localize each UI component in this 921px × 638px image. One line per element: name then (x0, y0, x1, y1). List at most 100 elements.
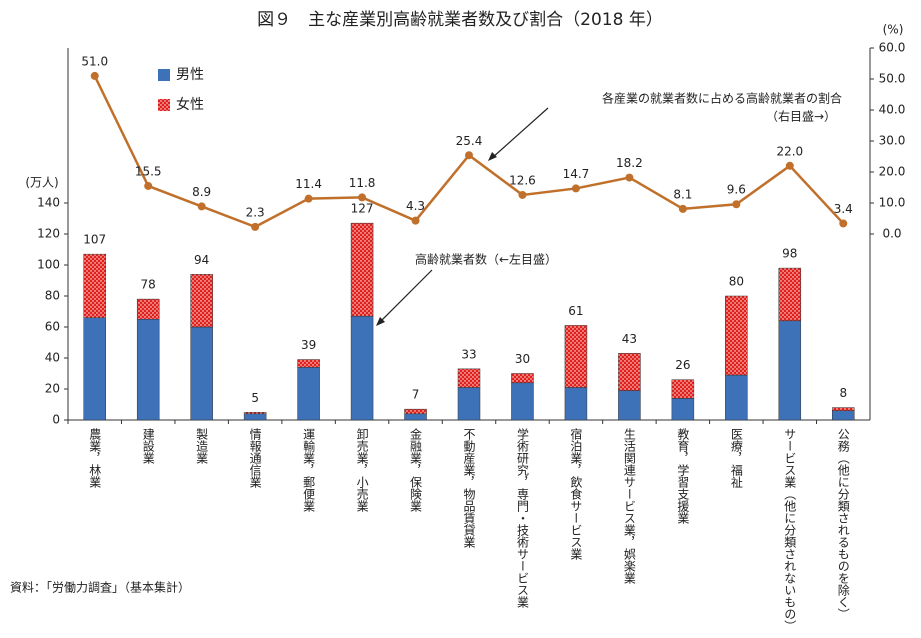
y-tick-label: 0 (52, 413, 60, 427)
total-label: 107 (83, 233, 106, 247)
bar (671, 379, 695, 399)
x-tick-label: 建設業 (141, 428, 155, 464)
bar (243, 412, 267, 415)
bar (136, 319, 160, 421)
x-tick-label: 学術研究，専門・技術サービス業 (515, 427, 529, 608)
line-point (304, 194, 313, 203)
bar (297, 359, 320, 368)
y2-tick-label: 60.0 (879, 41, 906, 55)
data-label: 14.7 (563, 167, 590, 181)
data-label: 8.9 (192, 185, 211, 199)
x-tick-label: 金融業，保険業 (409, 427, 423, 512)
y2-tick-label: 50.0 (879, 72, 906, 86)
legend-label: 女性 (176, 96, 204, 113)
bar (725, 295, 748, 376)
annotation: 各産業の就業者数に占める高齢就業者の割合 (602, 91, 842, 106)
total-label: 94 (194, 253, 209, 267)
annotation: 高齢就業者数（←左目盛） (415, 252, 557, 267)
data-label: 11.8 (349, 176, 376, 190)
data-label: 8.1 (673, 187, 692, 201)
x-tick-label: 宿泊業，飲食サービス業 (569, 427, 583, 560)
x-tick-label: 不動産業，物品賃貸業 (462, 428, 476, 548)
source: 資料：「労働力調査」（基本集計） (10, 580, 190, 595)
annotation: （右目盛→） (766, 109, 836, 124)
y2-axis-label: (%) (883, 23, 904, 37)
line-point (785, 161, 794, 170)
bar (778, 267, 802, 322)
bar (564, 325, 588, 388)
y2-tick-label: 0.0 (882, 227, 901, 241)
total-label: 78 (141, 278, 156, 292)
bar (725, 374, 748, 421)
total-label: 26 (675, 358, 690, 372)
bar (350, 222, 374, 317)
bar (832, 410, 855, 421)
y-tick-label: 60 (45, 320, 60, 334)
y2-tick-label: 20.0 (879, 165, 906, 179)
bar (778, 320, 802, 421)
y-tick-label: 80 (45, 289, 60, 303)
x-tick-label: 農業，林業 (88, 428, 102, 488)
total-label: 30 (515, 352, 530, 366)
bar (297, 367, 320, 421)
y2-tick-label: 40.0 (879, 103, 906, 117)
bar (404, 408, 427, 415)
data-label: 4.3 (406, 199, 425, 213)
total-label: 39 (301, 338, 316, 352)
legend-label: 男性 (176, 67, 204, 83)
data-label: 9.6 (727, 183, 746, 197)
data-label: 3.4 (834, 202, 853, 216)
bar (457, 387, 481, 421)
total-label: 33 (461, 347, 476, 361)
data-label: 25.4 (456, 134, 483, 148)
bar (190, 326, 213, 421)
data-label: 22.0 (776, 144, 803, 158)
total-label: 5 (251, 391, 259, 405)
line-point (144, 181, 153, 190)
bar (832, 407, 855, 411)
line-point (625, 173, 634, 182)
arrow (491, 107, 549, 159)
legend-swatch (158, 99, 170, 111)
x-tick-label: 情報通信業 (248, 428, 262, 488)
total-label: 43 (622, 332, 637, 346)
x-tick-label: 卸売業，小売業 (355, 427, 369, 512)
y-axis-label: (万人) (25, 176, 58, 190)
x-tick-label: 生活関連サービス業，娯楽業 (622, 428, 636, 584)
bar (671, 398, 695, 421)
bar (350, 315, 374, 421)
y2-tick-label: 10.0 (879, 196, 906, 210)
bar (618, 390, 641, 421)
data-label: 2.3 (246, 205, 265, 219)
y-tick-label: 140 (37, 196, 60, 210)
y-tick-label: 120 (37, 227, 60, 241)
arrowhead (488, 152, 497, 161)
line-point (518, 190, 527, 199)
x-tick-label: 教育，学習支援業 (676, 427, 690, 524)
y-tick-label: 40 (45, 351, 60, 365)
line-point (465, 151, 473, 160)
line-point (411, 216, 420, 225)
data-label: 12.6 (509, 173, 536, 187)
line-point (197, 202, 206, 211)
y-tick-label: 100 (37, 258, 60, 272)
x-tick-label: 製造業 (195, 428, 209, 464)
bar (511, 382, 534, 421)
x-tick-label: 公務（他に分類されるものを除く） (836, 428, 850, 620)
line-point (90, 71, 99, 80)
total-label: 61 (568, 304, 583, 318)
bar (83, 317, 106, 421)
bar (243, 413, 267, 421)
x-tick-label: 医療，福祉 (729, 428, 743, 489)
line-point (358, 193, 367, 202)
data-label: 51.0 (81, 54, 108, 68)
line-point (571, 184, 580, 193)
bar (511, 373, 534, 384)
bar (190, 274, 213, 328)
total-label: 7 (412, 388, 420, 402)
data-label: 15.5 (135, 164, 162, 178)
data-label: 18.2 (616, 156, 643, 170)
bar (457, 368, 481, 388)
x-tick-label: 運輸業，郵便業 (302, 428, 316, 512)
total-label: 98 (782, 247, 797, 261)
